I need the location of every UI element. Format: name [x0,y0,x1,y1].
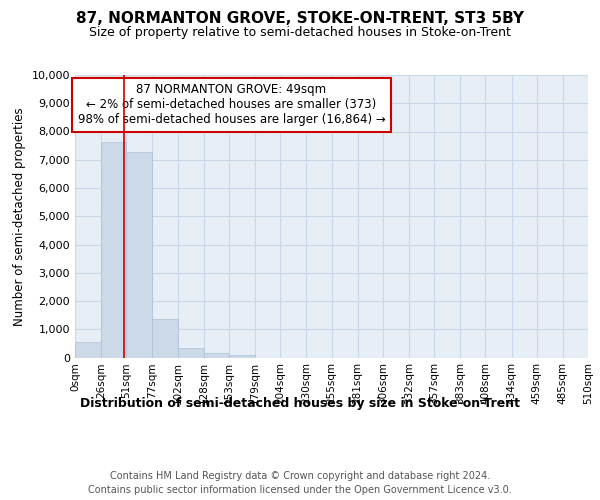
Bar [127,152,152,358]
Bar [229,354,255,358]
Text: Contains HM Land Registry data © Crown copyright and database right 2024.: Contains HM Land Registry data © Crown c… [110,471,490,481]
Y-axis label: Number of semi-detached properties: Number of semi-detached properties [13,107,26,326]
Bar [101,142,127,358]
Bar [204,353,229,358]
Bar [75,342,101,357]
Text: 87, NORMANTON GROVE, STOKE-ON-TRENT, ST3 5BY: 87, NORMANTON GROVE, STOKE-ON-TRENT, ST3… [76,11,524,26]
Text: Size of property relative to semi-detached houses in Stoke-on-Trent: Size of property relative to semi-detach… [89,26,511,39]
Text: Contains public sector information licensed under the Open Government Licence v3: Contains public sector information licen… [88,485,512,495]
Text: Distribution of semi-detached houses by size in Stoke-on-Trent: Distribution of semi-detached houses by … [80,398,520,410]
Bar [178,348,204,358]
Bar [152,320,178,358]
Text: 87 NORMANTON GROVE: 49sqm
← 2% of semi-detached houses are smaller (373)
98% of : 87 NORMANTON GROVE: 49sqm ← 2% of semi-d… [77,84,385,126]
